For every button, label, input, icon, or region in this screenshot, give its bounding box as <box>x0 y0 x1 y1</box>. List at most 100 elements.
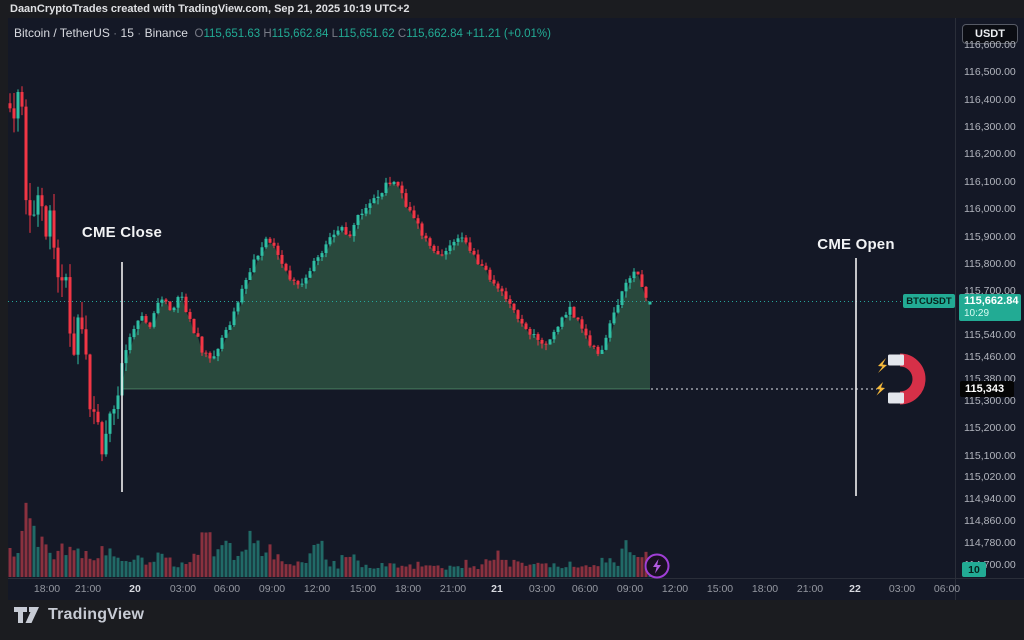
candle-body <box>112 409 116 414</box>
candle-body <box>628 278 632 283</box>
volume-bar <box>552 563 556 577</box>
volume-bar <box>580 566 584 577</box>
candle-body <box>612 312 616 324</box>
time-tick: 06:00 <box>933 583 961 595</box>
spark-icon <box>876 382 885 396</box>
candle-body <box>124 350 128 364</box>
volume-bar <box>64 555 68 577</box>
volume-bar <box>472 566 476 577</box>
volume-bar <box>196 554 200 577</box>
volume-bar <box>588 566 592 577</box>
candle-body <box>256 255 260 260</box>
candle-body <box>68 277 72 334</box>
tradingview-logo[interactable]: TradingView <box>14 606 144 624</box>
candle-body <box>508 299 512 304</box>
price-tick: 114,940.00 <box>964 493 1016 506</box>
volume-bar <box>56 550 60 577</box>
volume-bar <box>24 502 28 577</box>
currency-toggle-button[interactable]: USDT <box>962 24 1018 44</box>
volume-bar <box>560 568 564 577</box>
candle-body <box>572 306 576 318</box>
price-tick: 115,200.00 <box>964 422 1016 435</box>
volume-bar <box>392 563 396 577</box>
attribution-text: DaanCryptoTrades created with TradingVie… <box>10 3 410 15</box>
volume-bar <box>284 564 288 577</box>
magnet-icon[interactable] <box>874 352 932 408</box>
candle-body <box>196 333 200 337</box>
ohlc-low-key: L <box>331 28 338 40</box>
candle-body <box>576 317 580 320</box>
volume-bar <box>516 561 520 577</box>
cme-close-annotation[interactable]: CME Close <box>81 224 163 241</box>
volume-bar <box>452 566 456 577</box>
symbol-title: Bitcoin / TetherUS <box>14 26 110 40</box>
volume-bar <box>388 563 392 577</box>
volume-bar <box>76 548 80 577</box>
volume-bar <box>292 565 296 577</box>
volume-bar <box>144 564 148 577</box>
candle-body <box>72 333 76 355</box>
candle-body <box>296 280 300 285</box>
volume-bar <box>432 565 436 577</box>
volume-bar <box>164 557 168 577</box>
candle-body <box>280 254 284 264</box>
cme-open-annotation[interactable]: CME Open <box>817 236 895 253</box>
candle-body <box>620 291 624 306</box>
candle-body <box>448 245 452 251</box>
candle-body <box>300 283 304 285</box>
volume-bar <box>176 567 180 577</box>
candle-body <box>264 238 268 248</box>
volume-bar <box>336 568 340 577</box>
volume-bar <box>548 567 552 577</box>
current-price-label: 115,662.84 10:29 <box>959 294 1021 322</box>
time-tick: 12:00 <box>303 583 331 595</box>
candle-body <box>292 279 296 281</box>
volume-bar <box>572 566 576 577</box>
symbol-legend[interactable]: Bitcoin / TetherUS · 15 · Binance O115,6… <box>14 26 551 40</box>
volume-bar <box>324 559 328 577</box>
candle-body <box>164 299 168 302</box>
cme-gap-box[interactable] <box>122 184 650 390</box>
flash-marker-icon[interactable] <box>642 551 672 581</box>
candle-body <box>456 238 460 242</box>
volume-bar <box>280 561 284 577</box>
candle-body <box>640 274 644 287</box>
candle-body <box>208 352 212 359</box>
candle-body <box>216 348 220 357</box>
price-tick: 115,900.00 <box>964 230 1016 243</box>
ohlc-high-key: H <box>263 28 272 40</box>
volume-bar <box>424 565 428 577</box>
candle-body <box>172 307 176 311</box>
volume-bar <box>140 557 144 577</box>
volume-bar <box>208 532 212 577</box>
exchange-label: Binance <box>144 26 188 40</box>
candle-body <box>468 242 472 251</box>
time-tick: 18:00 <box>394 583 422 595</box>
volume-bar <box>408 564 412 577</box>
candle-body <box>284 263 288 271</box>
candle-body <box>224 329 228 338</box>
volume-bar <box>212 556 216 577</box>
ohlc-low-value: 115,651.62 <box>337 28 395 40</box>
volume-bar <box>640 557 644 577</box>
candle-body <box>272 242 276 246</box>
candle-body <box>596 346 600 354</box>
volume-bar <box>100 546 104 577</box>
candle-body <box>500 288 504 292</box>
candle-body <box>212 356 216 359</box>
candle-body <box>388 182 392 185</box>
candle-body <box>248 272 252 280</box>
candle-body <box>396 181 400 186</box>
volume-bar <box>244 549 248 577</box>
candle-body <box>188 312 192 319</box>
candle-body <box>252 259 256 273</box>
volume-bar <box>416 561 420 577</box>
volume-bar <box>384 566 388 577</box>
volume-bar <box>80 558 84 577</box>
time-tick: 03:00 <box>169 583 197 595</box>
candle-body <box>144 316 148 323</box>
volume-bar <box>128 561 132 577</box>
candle-body <box>64 277 68 281</box>
volume-bar <box>232 559 236 577</box>
